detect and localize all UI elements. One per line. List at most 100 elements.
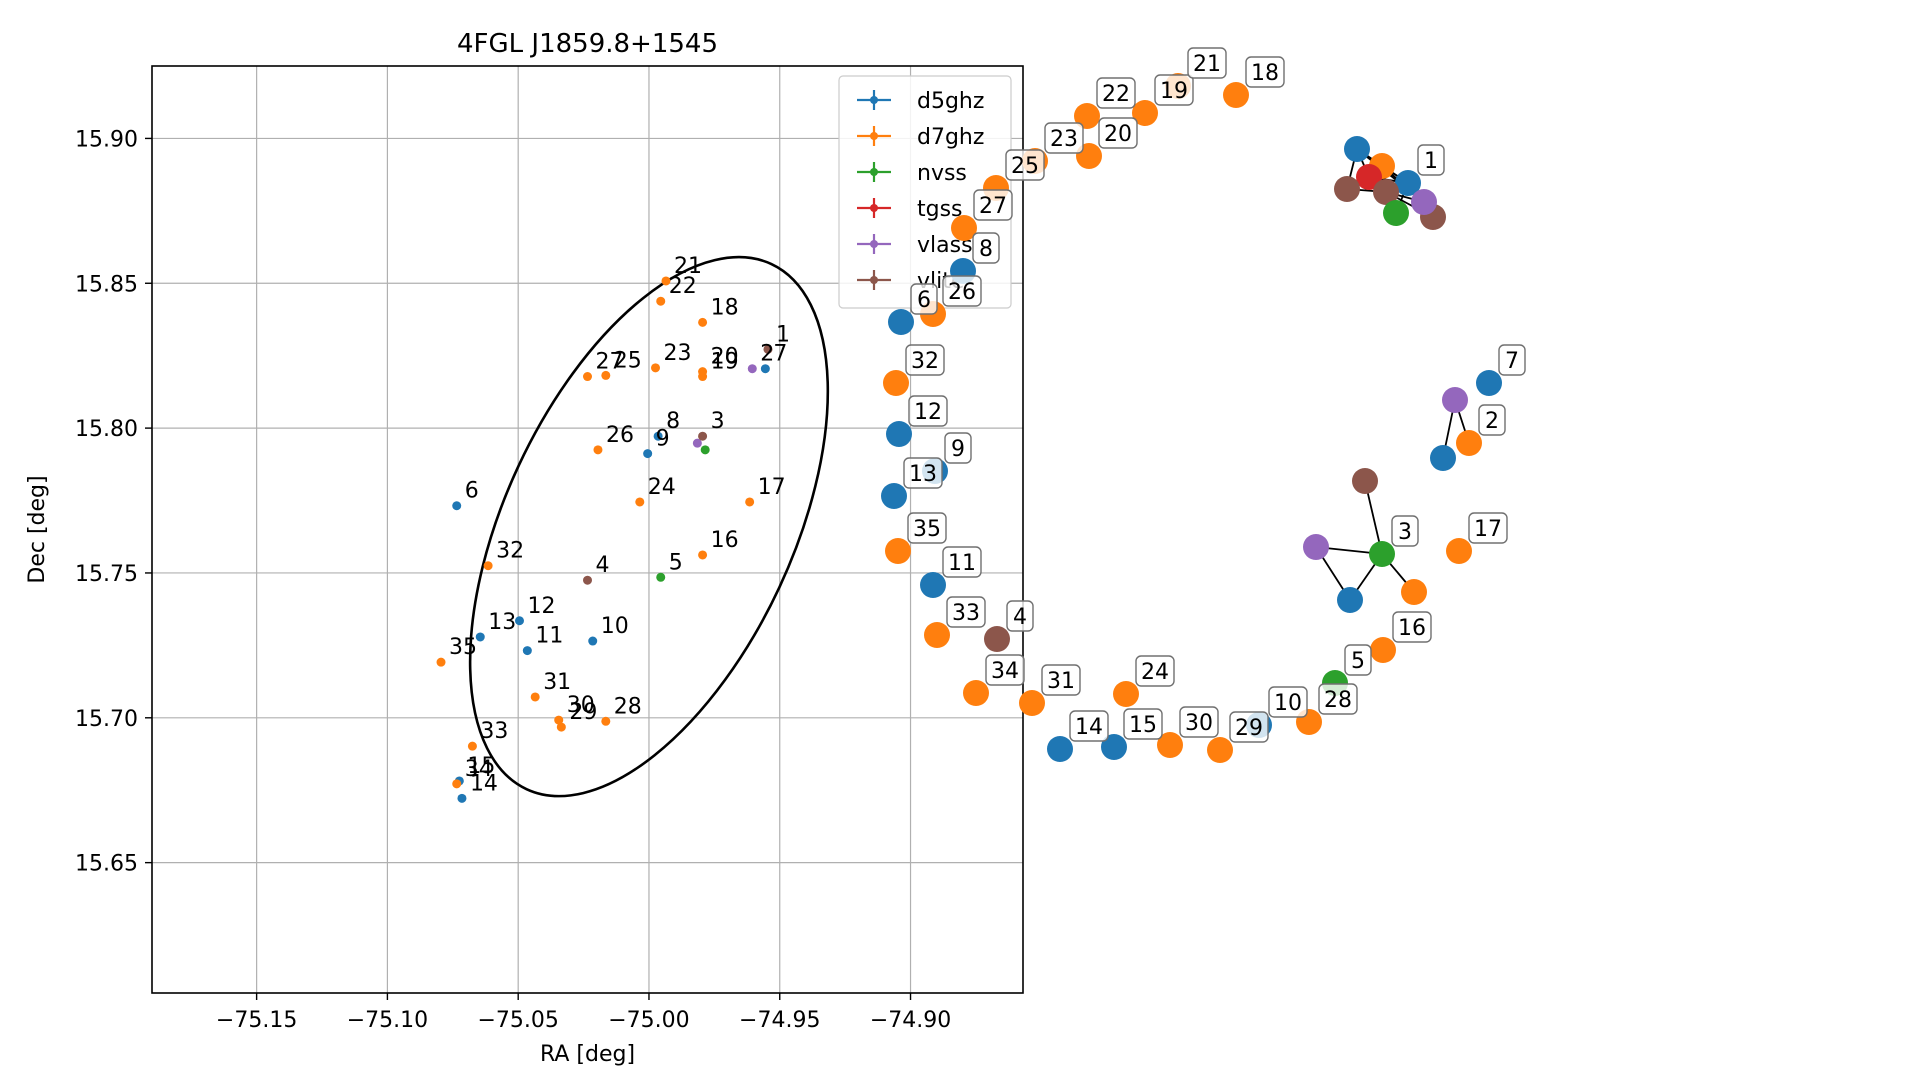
data-point-label: 15 [467, 754, 495, 779]
legend-marker-dot [870, 240, 878, 248]
graph-node-label: 1 [1417, 144, 1445, 176]
data-point-vlass [747, 364, 757, 374]
node-label-box [1478, 404, 1506, 436]
node-label-box [1179, 706, 1219, 738]
legend-marker-dot [870, 276, 878, 284]
graph-node [1411, 189, 1437, 215]
legend-label: nvss [917, 161, 967, 186]
data-point-label: 32 [496, 539, 524, 564]
data-point-d7ghz [651, 363, 661, 373]
graph-node [883, 370, 909, 396]
graph-node [1113, 681, 1139, 707]
data-point-label: 10 [601, 614, 629, 639]
graph-node-label: 12 [908, 395, 948, 427]
graph-node-label: 18 [1245, 56, 1285, 88]
error-ellipse [468, 255, 830, 798]
data-point-vlass [692, 438, 702, 448]
x-axis-title: RA [deg] [540, 1042, 635, 1067]
node-label-text: 23 [1050, 127, 1078, 152]
graph-node [1370, 637, 1396, 663]
data-point-d7ghz [745, 497, 755, 507]
graph-node [1356, 164, 1382, 190]
data-point-vlite [583, 575, 592, 585]
data-point-d7ghz [698, 367, 708, 377]
data-point-label: 16 [711, 528, 739, 553]
node-label-box [1344, 644, 1372, 676]
data-point-label: 1 [776, 322, 790, 347]
legend-label: d5ghz [917, 89, 984, 114]
data-point-label: 30 [567, 693, 595, 718]
graph-node [963, 680, 989, 706]
node-label-text: 7 [1505, 349, 1519, 374]
x-tick-label: −74.90 [870, 1008, 951, 1033]
node-label-text: 10 [1274, 691, 1302, 716]
data-point-label: 24 [648, 475, 676, 500]
data-point-d7ghz [601, 370, 611, 380]
node-label-text: 13 [909, 462, 937, 487]
graph-node [1476, 370, 1502, 396]
graph-node [984, 626, 1010, 652]
node-label-box [1391, 515, 1419, 547]
data-point-d5ghz [457, 793, 467, 803]
graph-node [1337, 587, 1363, 613]
node-label-box [1098, 117, 1138, 149]
node-label-text: 25 [1011, 154, 1039, 179]
node-label-box [1187, 47, 1227, 79]
graph-node [1395, 170, 1421, 196]
data-point-nvss [656, 572, 666, 582]
graph-node-label: 8 [972, 232, 1000, 264]
data-point-d7ghz [661, 276, 671, 286]
graph-node-label: 16 [1392, 611, 1432, 643]
node-label-box [905, 344, 945, 376]
node-label-box [946, 596, 986, 628]
node-label-text: 20 [1104, 122, 1132, 147]
graph-node [1430, 445, 1456, 471]
graph-node [920, 572, 946, 598]
graph-node-label: 14 [1069, 710, 1109, 742]
graph-node [1369, 541, 1395, 567]
graph-node [881, 483, 907, 509]
data-point-label: 25 [614, 348, 642, 373]
node-label-box [1041, 664, 1081, 696]
data-point-label: 11 [535, 624, 563, 649]
graph-node [1207, 737, 1233, 763]
x-tick-label: −75.10 [347, 1008, 428, 1033]
data-point-d5ghz [588, 636, 598, 646]
x-tick-label: −75.00 [608, 1008, 689, 1033]
data-point-d7ghz [554, 715, 564, 725]
data-point-d7ghz [698, 317, 708, 327]
graph-node-label: 17 [1468, 512, 1508, 544]
graph-node [1132, 100, 1158, 126]
graph-node-label: 4 [1006, 600, 1034, 632]
node-label-box [1044, 122, 1084, 154]
node-label-box [942, 546, 982, 578]
node-label-text: 27 [979, 194, 1007, 219]
graph-node [951, 215, 977, 241]
data-point-d5ghz [475, 632, 485, 642]
data-point-vlite [763, 344, 773, 354]
graph-node-label: 21 [1187, 47, 1227, 79]
graph-node-label: 13 [903, 457, 943, 489]
graph-node [1446, 538, 1472, 564]
node-label-text: 2 [1485, 409, 1499, 434]
data-point-d7ghz [656, 296, 666, 306]
data-point-label: 19 [711, 350, 739, 375]
node-label-text: 11 [948, 551, 976, 576]
graph-node [1303, 534, 1329, 560]
graph-node [1101, 734, 1127, 760]
point-labels: 6789101112131415161718192021222324252627… [449, 254, 790, 796]
data-point-d7ghz [698, 550, 708, 560]
graph-node-label: 26 [942, 275, 982, 307]
data-point-label: 26 [606, 423, 634, 448]
node-label-box [1245, 56, 1285, 88]
graph-node [1442, 387, 1468, 413]
data-point-label: 7 [773, 342, 787, 367]
error-ellipse-layer [468, 255, 830, 798]
graph-node-label: 35 [907, 512, 947, 544]
data-point-d7ghz [530, 692, 540, 702]
graph-node [1344, 136, 1370, 162]
node-label-box [910, 283, 938, 315]
data-points [436, 276, 773, 803]
graph-node [1157, 732, 1183, 758]
data-point-d5ghz [760, 364, 770, 374]
